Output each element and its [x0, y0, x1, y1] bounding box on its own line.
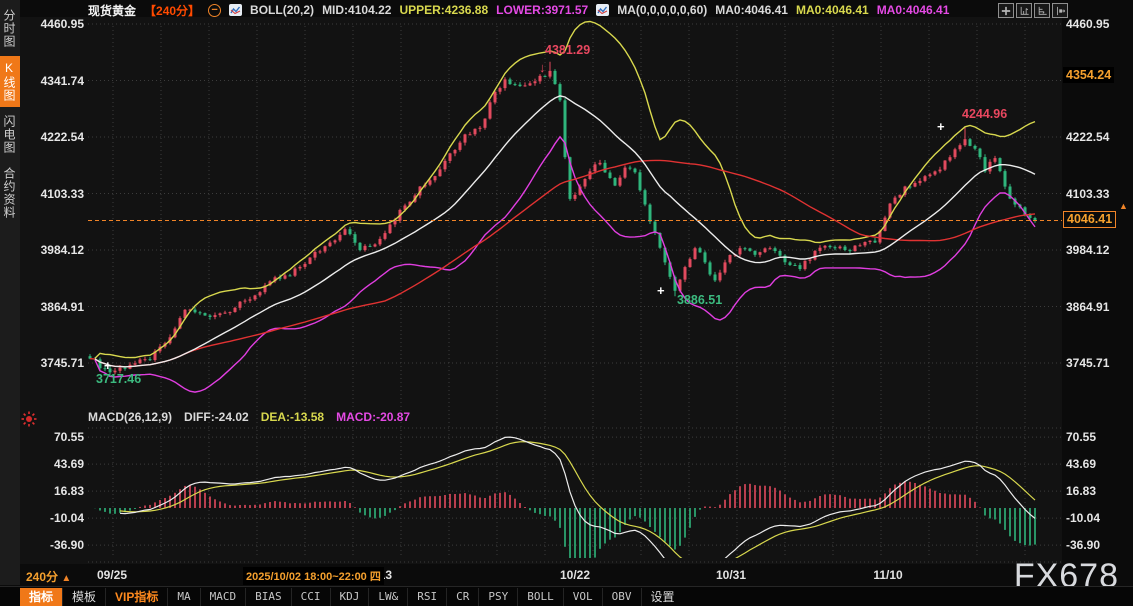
- toolbar-item-bias[interactable]: BIAS: [245, 588, 291, 606]
- ma-label: MA(0,0,0,0,0,60): [617, 3, 707, 17]
- toolbar-item-boll[interactable]: BOLL: [517, 588, 563, 606]
- time-axis: 240分 ▲ 09/2510/1310/2210/3111/10 2025/10…: [0, 566, 1133, 585]
- swing-low-annotation: 3886.51: [677, 293, 722, 307]
- toolbar-item-macd[interactable]: MACD: [200, 588, 246, 606]
- price-axis-label-left: 4341.74: [22, 73, 84, 89]
- crosshair-marker-icon: +: [657, 283, 665, 298]
- period-dropdown-arrow-icon: ▲: [61, 573, 71, 584]
- toolbar-item-settings[interactable]: 设置: [641, 588, 684, 606]
- kline-chart-canvas[interactable]: [0, 0, 1133, 606]
- price-axis-label-left: 4222.54: [22, 129, 84, 145]
- toolbar-item-psy[interactable]: PSY: [478, 588, 517, 606]
- time-axis-tick: 10/22: [560, 568, 590, 582]
- sidebar-item-time-chart[interactable]: 分时图: [0, 4, 20, 53]
- toolbar-item-ma[interactable]: MA: [167, 588, 199, 606]
- macd-macd-value: MACD:-20.87: [336, 410, 410, 424]
- macd-diff-value: DIFF:-24.02: [184, 410, 249, 424]
- marked-high-badge: 4354.24: [1063, 67, 1114, 83]
- current-price-badge: 4046.41: [1063, 211, 1116, 228]
- live-alert-icon[interactable]: [21, 411, 37, 432]
- swing-high-annotation: 4244.96: [962, 107, 1007, 121]
- macd-axis-label-left: 43.69: [22, 456, 84, 472]
- macd-axis-label-left: -36.90: [22, 537, 84, 553]
- sidebar-item-flash-chart[interactable]: 闪电图: [0, 110, 20, 159]
- ma-legend-icon[interactable]: [596, 4, 609, 16]
- sidebar: 分时图 K线图闪电图合约资料: [0, 0, 20, 585]
- time-axis-tick: 11/10: [873, 568, 902, 582]
- chart-header: 现货黄金 【240分】 − BOLL(20,2) MID:4104.22 UPP…: [88, 2, 949, 18]
- boll-upper-value: UPPER:4236.88: [399, 3, 488, 17]
- price-axis-label-left: 3984.12: [22, 242, 84, 258]
- chart-tool-buttons: [998, 3, 1068, 18]
- ma-value-3: MA0:4046.41: [877, 3, 950, 17]
- time-axis-tick: 09/25: [97, 568, 127, 582]
- crosshair-marker-icon: +: [937, 119, 945, 134]
- price-axis-label-right: 3745.71: [1066, 355, 1109, 371]
- boll-mid-value: MID:4104.22: [322, 3, 391, 17]
- symbol-name: 现货黄金: [88, 2, 136, 19]
- crosshair-marker-icon: +: [104, 358, 112, 373]
- toolbar-item-vol[interactable]: VOL: [563, 588, 602, 606]
- sidebar-item-contract-info[interactable]: 合约资料: [0, 162, 20, 224]
- price-axis-label-left: 4460.95: [22, 16, 84, 32]
- toolbar-item-cr[interactable]: CR: [446, 588, 478, 606]
- indicator-toolbar: 指标模板VIP指标MAMACDBIASCCIKDJLW&RSICRPSYBOLL…: [0, 586, 1133, 606]
- toolbar-item-rsi[interactable]: RSI: [407, 588, 446, 606]
- macd-dea-value: DEA:-13.58: [261, 410, 324, 424]
- macd-axis-label-right: 43.69: [1066, 456, 1096, 472]
- shift-right-icon[interactable]: [1052, 3, 1068, 18]
- macd-axis-label-left: -10.04: [22, 510, 84, 526]
- ma-value-2: MA0:4046.41: [796, 3, 869, 17]
- boll-label: BOLL(20,2): [250, 3, 314, 17]
- price-axis-label-right: 4460.95: [1066, 16, 1109, 32]
- zoom-out-period-icon[interactable]: −: [208, 4, 221, 17]
- bar-datetime-tooltip: 2025/10/02 18:00~22:00 四: [243, 567, 384, 585]
- macd-axis-label-right: -36.90: [1066, 537, 1100, 553]
- boll-lower-value: LOWER:3971.57: [496, 3, 588, 17]
- time-axis-tick: 10/31: [716, 568, 746, 582]
- macd-header: MACD(26,12,9) DIFF:-24.02 DEA:-13.58 MAC…: [88, 410, 410, 424]
- price-axis-label-left: 3745.71: [22, 355, 84, 371]
- boll-legend-icon[interactable]: [229, 4, 242, 16]
- macd-axis-label-left: 16.83: [22, 483, 84, 499]
- period-selector[interactable]: 240分 ▲: [26, 568, 71, 585]
- macd-label: MACD(26,12,9): [88, 410, 172, 424]
- trading-terminal: 分时图 K线图闪电图合约资料 现货黄金 【240分】 − BOLL(20,2) M…: [0, 0, 1133, 606]
- zoom-x-axis-icon[interactable]: [1034, 3, 1050, 18]
- zoom-y-axis-icon[interactable]: [1016, 3, 1032, 18]
- price-axis-label-left: 4103.33: [22, 186, 84, 202]
- price-axis-label-right: 4222.54: [1066, 129, 1109, 145]
- ma-value-1: MA0:4046.41: [715, 3, 788, 17]
- swing-high-annotation: 4381.29: [545, 43, 590, 57]
- macd-axis-label-right: 16.83: [1066, 483, 1096, 499]
- period-label[interactable]: 【240分】: [144, 2, 200, 19]
- arrow-down-icon: ↓: [539, 60, 546, 75]
- macd-axis-label-right: 70.55: [1066, 429, 1096, 445]
- toolbar-tab-templates[interactable]: 模板: [62, 588, 105, 606]
- period-text: 240分: [26, 570, 58, 584]
- toolbar-item-cci[interactable]: CCI: [291, 588, 330, 606]
- macd-axis-label-right: -10.04: [1066, 510, 1100, 526]
- crosshair-icon[interactable]: [998, 3, 1014, 18]
- price-axis-label-right: 3864.91: [1066, 299, 1109, 315]
- sidebar-item-kline-chart[interactable]: K线图: [0, 56, 20, 107]
- toolbar-item-obv[interactable]: OBV: [602, 588, 641, 606]
- toolbar-item-lwr[interactable]: LW&: [368, 588, 407, 606]
- toolbar-tab-indicators[interactable]: 指标: [20, 588, 62, 606]
- price-axis-label-right: 4103.33: [1066, 186, 1109, 202]
- current-price-arrow-icon: ▲: [1119, 201, 1128, 211]
- price-axis-label-right: 3984.12: [1066, 242, 1109, 258]
- swing-low-annotation: 3717.46: [96, 372, 141, 386]
- toolbar-tab-vip-indicators[interactable]: VIP指标: [105, 588, 167, 606]
- toolbar-item-kdj[interactable]: KDJ: [330, 588, 369, 606]
- price-axis-label-left: 3864.91: [22, 299, 84, 315]
